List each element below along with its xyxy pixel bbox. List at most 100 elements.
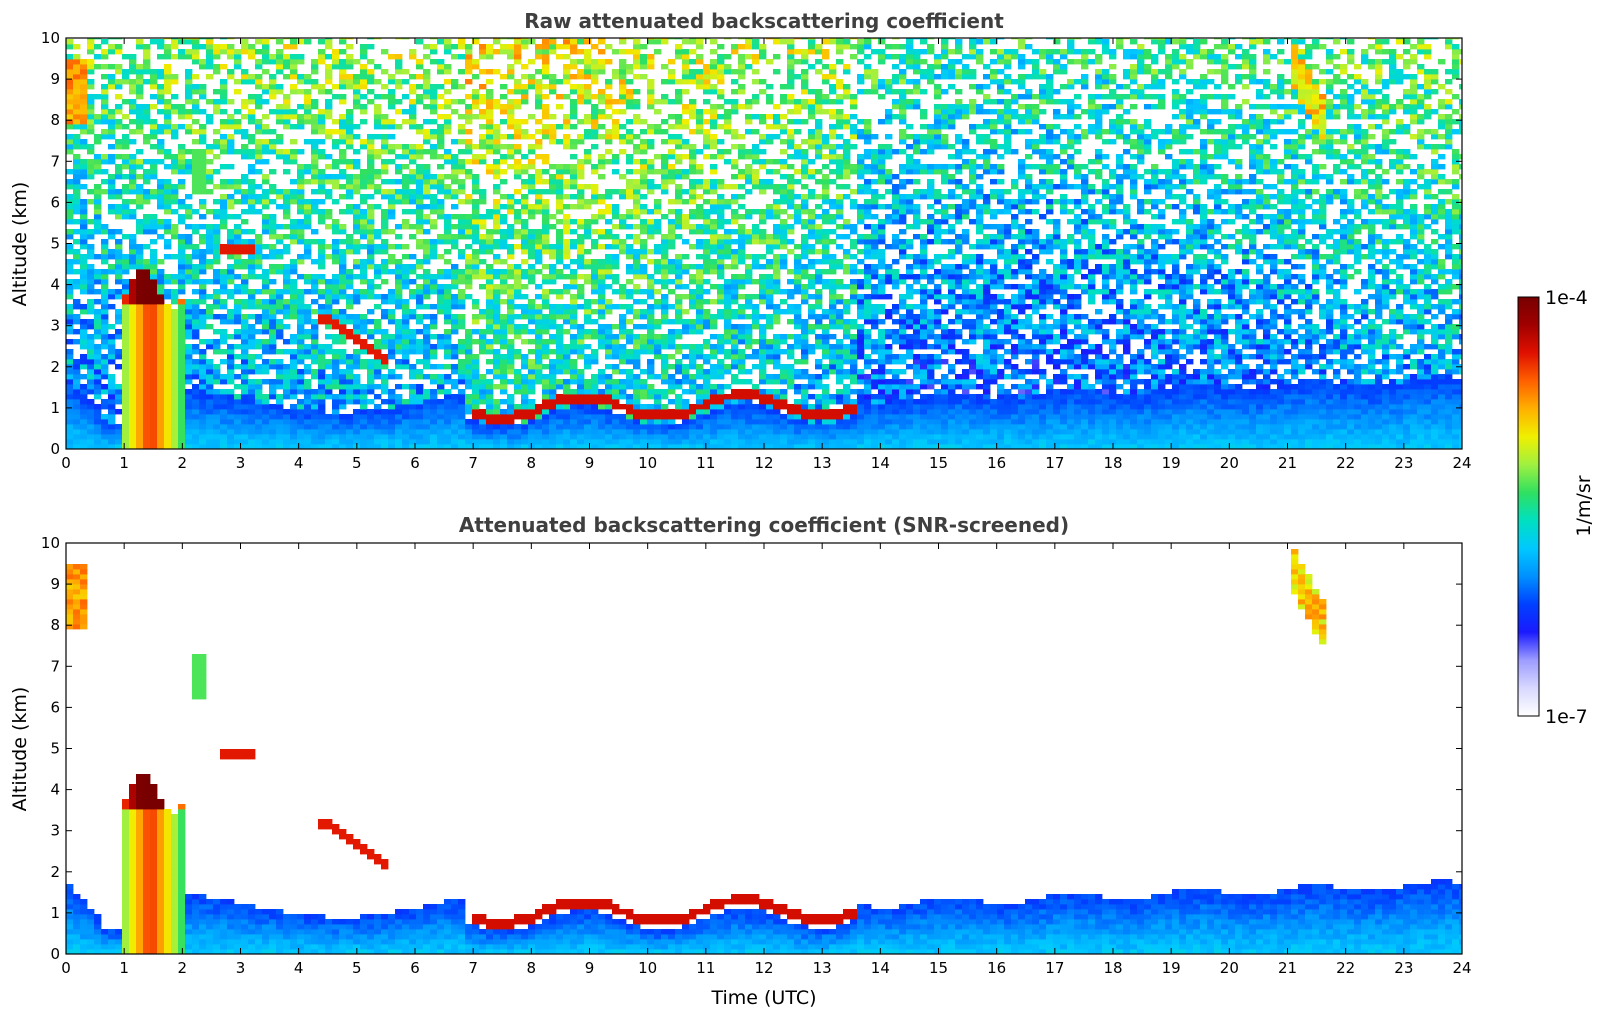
- heatmap-cell: [276, 349, 284, 355]
- heatmap-cell: [290, 294, 298, 300]
- heatmap-cell: [591, 64, 599, 70]
- heatmap-cell: [143, 429, 151, 435]
- heatmap-cell: [437, 39, 445, 45]
- heatmap-cell: [213, 254, 221, 260]
- heatmap-cell: [108, 384, 116, 390]
- heatmap-cell: [360, 419, 368, 425]
- heatmap-cell: [66, 244, 74, 250]
- heatmap-cell: [206, 374, 214, 380]
- heatmap-cell: [94, 434, 102, 440]
- heatmap-cell: [262, 139, 270, 145]
- heatmap-cell: [542, 324, 550, 330]
- heatmap-cell: [521, 199, 529, 205]
- heatmap-cell: [255, 299, 263, 305]
- heatmap-cell: [136, 79, 144, 85]
- heatmap-cell: [80, 219, 88, 225]
- heatmap-cell: [507, 249, 515, 255]
- heatmap-cell: [360, 444, 368, 449]
- heatmap-cell: [514, 269, 522, 275]
- heatmap-cell: [563, 289, 571, 295]
- heatmap-cell: [591, 184, 599, 190]
- heatmap-cell: [150, 119, 158, 125]
- heatmap-cell: [290, 239, 298, 245]
- heatmap-cell: [171, 429, 179, 435]
- heatmap-cell: [108, 359, 116, 365]
- heatmap-cell: [451, 284, 459, 290]
- heatmap-cell: [570, 179, 578, 185]
- heatmap-cell: [430, 404, 438, 410]
- heatmap-cell: [157, 284, 165, 290]
- heatmap-cell: [458, 444, 466, 449]
- heatmap-cell: [633, 204, 641, 210]
- heatmap-cell: [626, 159, 634, 165]
- heatmap-cell: [549, 184, 557, 190]
- heatmap-cell: [507, 89, 515, 95]
- heatmap-cell: [451, 294, 459, 300]
- heatmap-cell: [339, 419, 347, 425]
- heatmap-cell: [584, 199, 592, 205]
- heatmap-cell: [661, 424, 669, 430]
- heatmap-cell: [346, 189, 354, 195]
- heatmap-cell: [479, 414, 487, 420]
- heatmap-cell: [374, 38, 382, 40]
- heatmap-cell: [416, 399, 424, 405]
- heatmap-cell: [514, 89, 522, 95]
- heatmap-cell: [332, 369, 340, 375]
- heatmap-cell: [234, 374, 242, 380]
- heatmap-cell: [157, 94, 165, 100]
- heatmap-cell: [577, 334, 585, 340]
- heatmap-cell: [332, 164, 340, 170]
- heatmap-cell: [129, 89, 137, 95]
- heatmap-cell: [220, 439, 228, 445]
- heatmap-cell: [129, 279, 137, 285]
- heatmap-cell: [570, 419, 578, 425]
- heatmap-cell: [353, 424, 361, 430]
- heatmap-cell: [360, 314, 368, 320]
- heatmap-cell: [290, 424, 298, 430]
- heatmap-cell: [619, 319, 627, 325]
- heatmap-cell: [437, 294, 445, 300]
- heatmap-cell: [577, 419, 585, 425]
- heatmap-cell: [409, 309, 417, 315]
- heatmap-cell: [374, 184, 382, 190]
- heatmap-cell: [227, 424, 235, 430]
- heatmap-cell: [612, 339, 620, 345]
- heatmap-cell: [213, 339, 221, 345]
- heatmap-cell: [584, 69, 592, 75]
- heatmap-cell: [73, 204, 81, 210]
- heatmap-cell: [514, 84, 522, 90]
- heatmap-cell: [234, 409, 242, 415]
- heatmap-cell: [626, 409, 634, 415]
- heatmap-cell: [514, 349, 522, 355]
- heatmap-cell: [269, 214, 277, 220]
- heatmap-cell: [612, 434, 620, 440]
- heatmap-cell: [542, 44, 550, 50]
- heatmap-cell: [255, 59, 263, 65]
- heatmap-cell: [325, 54, 333, 60]
- heatmap-cell: [66, 144, 74, 150]
- heatmap-cell: [185, 49, 193, 55]
- heatmap-cell: [423, 304, 431, 310]
- heatmap-cell: [528, 404, 536, 410]
- heatmap-cell: [423, 69, 431, 75]
- heatmap-cell: [402, 344, 410, 350]
- heatmap-cell: [374, 374, 382, 380]
- heatmap-cell: [206, 239, 214, 245]
- heatmap-cell: [374, 319, 382, 325]
- heatmap-cell: [297, 294, 305, 300]
- heatmap-cell: [423, 164, 431, 170]
- heatmap-cell: [465, 144, 473, 150]
- heatmap-cell: [612, 334, 620, 340]
- heatmap-cell: [409, 444, 417, 449]
- heatmap-cell: [542, 64, 550, 70]
- heatmap-cell: [423, 189, 431, 195]
- heatmap-cell: [402, 69, 410, 75]
- heatmap-cell: [647, 339, 655, 345]
- heatmap-cell: [654, 184, 662, 190]
- heatmap-cell: [297, 274, 305, 280]
- heatmap-cell: [437, 64, 445, 70]
- heatmap-cell: [591, 399, 599, 405]
- heatmap-cell: [108, 434, 116, 440]
- heatmap-cell: [444, 329, 452, 335]
- heatmap-cell: [171, 419, 179, 425]
